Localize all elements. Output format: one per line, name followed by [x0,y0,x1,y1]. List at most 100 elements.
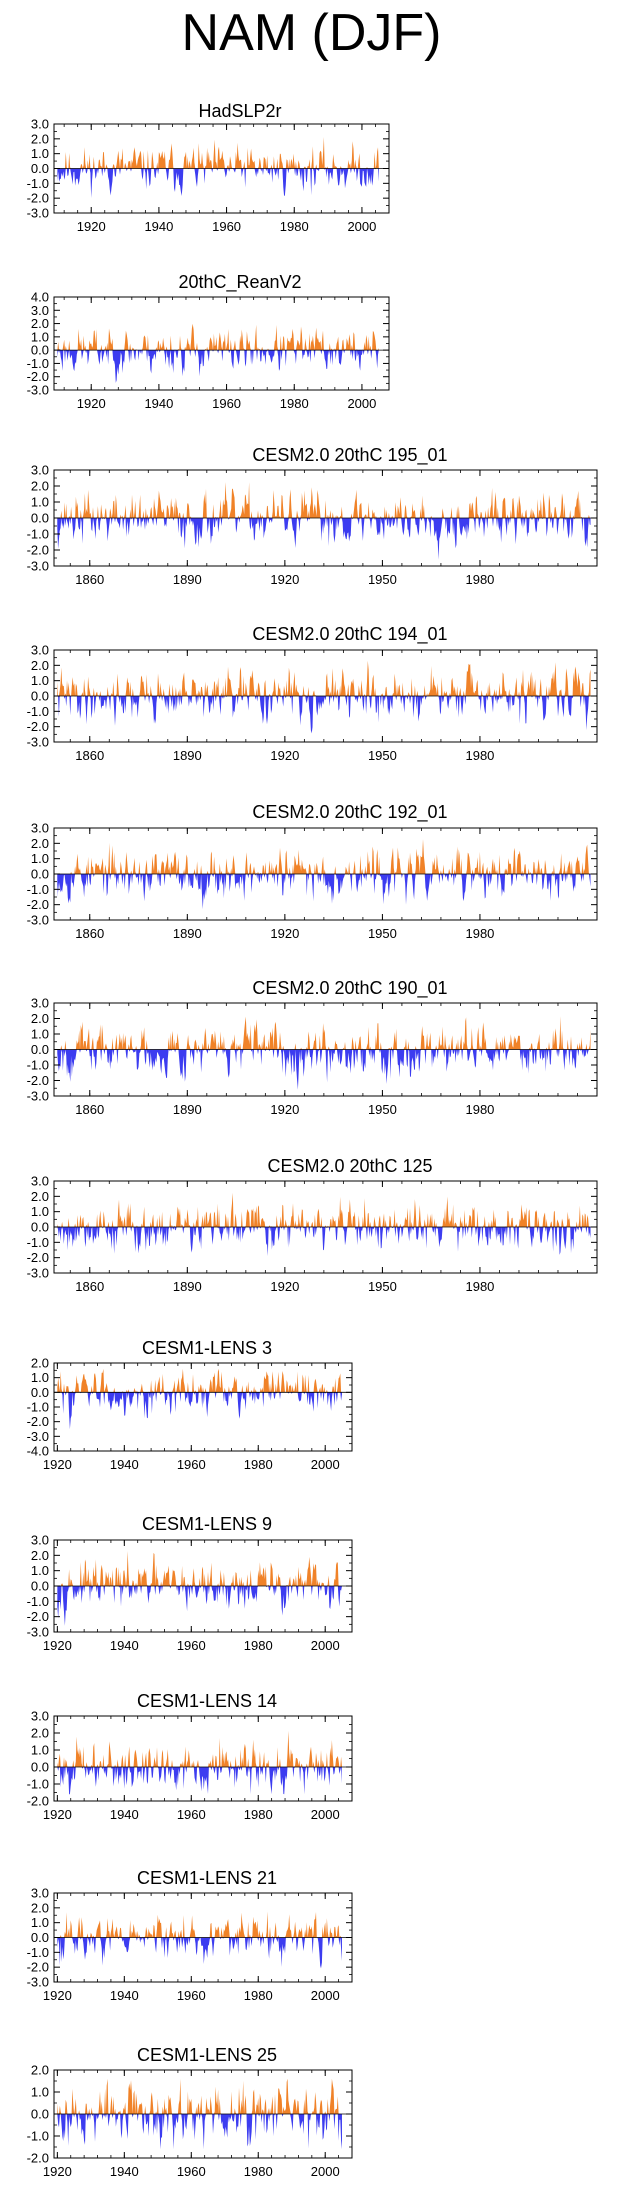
y-tick-label: -2.0 [27,1960,49,1975]
panel-title: CESM2.0 20thC 125 [267,1156,432,1176]
positive-area [57,1911,343,1938]
y-tick-label: 1.0 [31,495,49,510]
y-tick-label: 3.0 [31,1709,49,1724]
panel-cesm1-lens-9: CESM1-LENS 9 3.02.01.00.0-1.0-2.0-3.0192… [27,1514,353,1653]
x-tick-label: 2000 [311,1638,340,1653]
negative-area [57,2114,343,2150]
y-tick-label: -1.0 [27,1058,49,1073]
panel-title: CESM1-LENS 21 [137,1868,277,1888]
x-tick-label: 1980 [465,572,494,587]
y-tick-label: 1.0 [31,2085,49,2100]
x-tick-label: 1920 [43,1457,72,1472]
positive-area [57,137,379,169]
y-tick-label: -2.0 [27,1794,49,1809]
y-tick-label: -2.0 [27,1250,49,1265]
positive-area [57,839,591,874]
y-tick-label: -3.0 [27,559,49,574]
y-tick-label: -3.0 [27,1625,49,1640]
x-tick-label: 1920 [270,926,299,941]
y-tick-label: -1.0 [27,1777,49,1792]
y-tick-label: 1.0 [31,1915,49,1930]
x-tick-label: 1960 [177,1638,206,1653]
x-tick-label: 1980 [244,1807,273,1822]
x-tick-label: 1960 [177,1807,206,1822]
y-tick-label: -1.0 [27,1400,49,1415]
y-tick-label: -2.0 [27,1073,49,1088]
panel-cesm2-125: CESM2.0 20thC 125 3.02.01.00.0-1.0-2.0-3… [27,1156,598,1294]
y-tick-label: 0.0 [31,161,49,176]
panel-title: CESM2.0 20thC 190_01 [252,978,447,999]
y-tick-label: -2.0 [27,543,49,558]
x-tick-label: 1920 [270,1279,299,1294]
x-tick-label: 1950 [368,748,397,763]
y-tick-label: 0.0 [31,1579,49,1594]
x-tick-label: 1920 [43,2164,72,2179]
x-tick-label: 1860 [75,572,104,587]
y-tick-label: -1.0 [27,2129,49,2144]
x-tick-label: 1860 [75,1102,104,1117]
y-tick-label: 3.0 [31,996,49,1011]
x-tick-label: 1980 [244,1988,273,2003]
negative-area [57,1049,591,1090]
y-tick-label: 0.0 [31,511,49,526]
positive-area [57,1730,343,1767]
y-tick-label: 0.0 [31,343,49,358]
x-tick-label: 1940 [144,396,173,411]
y-tick-label: 2.0 [31,1189,49,1204]
x-tick-label: 1950 [368,572,397,587]
x-tick-label: 2000 [347,219,376,234]
positive-area [57,2078,343,2114]
y-tick-label: -3.0 [27,206,49,221]
y-tick-label: 2.0 [31,2063,49,2078]
y-tick-label: 1.0 [31,673,49,688]
positive-area [57,1192,591,1227]
x-tick-label: 1960 [177,2164,206,2179]
x-tick-label: 1980 [465,748,494,763]
y-tick-label: -1.0 [27,704,49,719]
x-tick-label: 1940 [144,219,173,234]
panel-20thc-reanv2: 20thC_ReanV2 4.03.02.01.00.0-1.0-2.0-3.0… [27,272,390,411]
x-tick-label: 1940 [110,2164,139,2179]
negative-area [57,1937,343,1969]
y-tick-label: 3.0 [31,117,49,132]
y-tick-label: -2.0 [27,897,49,912]
y-tick-label: 3.0 [31,1533,49,1548]
y-tick-label: -1.0 [27,1235,49,1250]
x-tick-label: 1980 [244,1638,273,1653]
x-tick-label: 1890 [173,926,202,941]
panel-title: CESM2.0 20thC 192_01 [252,802,447,823]
panel-title: 20thC_ReanV2 [178,272,301,293]
negative-area [57,1392,343,1430]
positive-area [57,482,591,518]
x-tick-label: 2000 [311,1988,340,2003]
panel-title: CESM2.0 20thC 194_01 [252,624,447,645]
x-tick-label: 1920 [270,572,299,587]
y-tick-label: 0.0 [31,1760,49,1775]
y-tick-label: -1.0 [27,527,49,542]
x-tick-label: 1950 [368,1279,397,1294]
x-tick-label: 1940 [110,1807,139,1822]
panel-cesm2-195-01: CESM2.0 20thC 195_01 3.02.01.00.0-1.0-2.… [27,445,598,587]
positive-area [57,1016,591,1050]
negative-area [57,1767,343,1795]
negative-area [57,518,591,560]
panel-title: CESM1-LENS 3 [142,1338,272,1358]
y-tick-label: -2.0 [27,191,49,206]
panel-cesm2-190-01: CESM2.0 20thC 190_01 3.02.01.00.0-1.0-2.… [27,978,598,1117]
y-tick-label: 0.0 [31,2107,49,2122]
y-tick-label: -3.0 [27,735,49,750]
x-tick-label: 2000 [311,1807,340,1822]
y-tick-label: 0.0 [31,1042,49,1057]
y-tick-label: -3.0 [27,1089,49,1104]
negative-area [57,874,591,910]
x-tick-label: 1960 [212,396,241,411]
y-tick-label: 2.0 [31,658,49,673]
y-tick-label: 0.0 [31,1385,49,1400]
negative-area [57,1227,591,1256]
y-tick-label: 1.0 [31,329,49,344]
plot-frame [53,296,390,391]
y-tick-label: 1.0 [31,1204,49,1219]
x-tick-label: 1920 [270,748,299,763]
plot-frame [53,1715,353,1802]
x-tick-label: 1920 [77,396,106,411]
